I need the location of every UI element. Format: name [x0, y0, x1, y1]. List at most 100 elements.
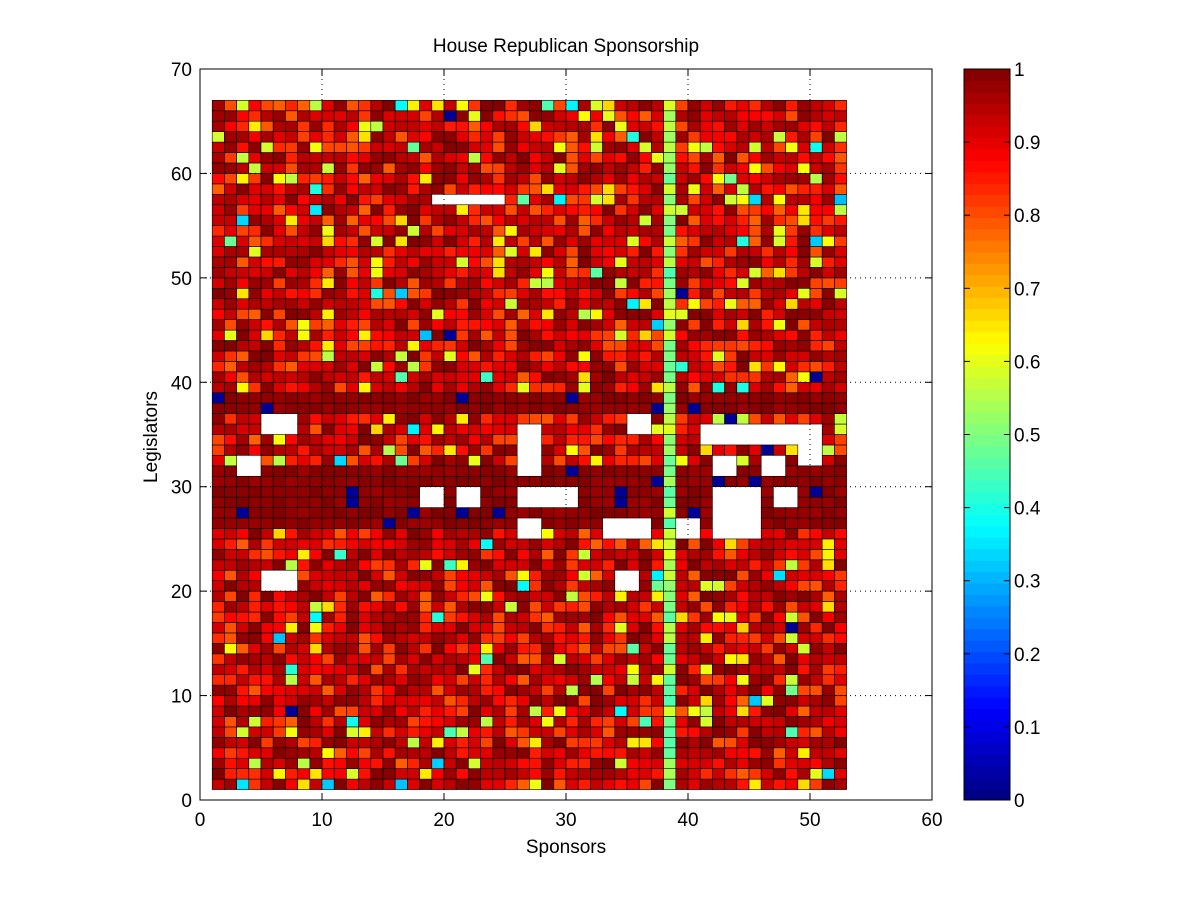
- heatmap-cell: [614, 684, 628, 696]
- heatmap-cell: [638, 361, 652, 373]
- heatmap-cell: [297, 580, 311, 592]
- heatmap-cell: [760, 162, 774, 174]
- heatmap-cell: [492, 287, 506, 300]
- heatmap-cell: [431, 141, 445, 153]
- heatmap-cell: [407, 643, 420, 655]
- heatmap-cell: [236, 298, 250, 310]
- heatmap-cell: [309, 726, 323, 738]
- heatmap-cell: [834, 350, 847, 362]
- heatmap-cell: [760, 726, 774, 738]
- heatmap-cell: [504, 538, 518, 550]
- heatmap-cell: [760, 308, 774, 320]
- heatmap-cell: [382, 705, 396, 717]
- heatmap-cell: [638, 246, 652, 258]
- heatmap-cell: [236, 695, 250, 707]
- heatmap-cell: [285, 204, 298, 216]
- heatmap-cell: [834, 267, 847, 279]
- heatmap-cell: [382, 319, 396, 331]
- heatmap-cell: [785, 141, 799, 153]
- heatmap-cell: [773, 392, 786, 404]
- heatmap-cell: [809, 381, 823, 394]
- heatmap-cell: [248, 423, 262, 435]
- heatmap-cell: [455, 684, 469, 696]
- heatmap-cell: [443, 705, 457, 717]
- heatmap-cell: [675, 256, 689, 268]
- heatmap-cell: [638, 643, 652, 655]
- heatmap-cell: [285, 695, 298, 707]
- heatmap-cell: [492, 549, 506, 561]
- heatmap-cell: [541, 757, 555, 769]
- colorbar-segment: [964, 274, 1010, 287]
- heatmap-cell: [285, 737, 298, 749]
- heatmap-cell: [394, 413, 408, 425]
- heatmap-cell: [443, 423, 457, 435]
- heatmap-cell: [821, 528, 835, 540]
- heatmap-cell: [224, 131, 237, 143]
- heatmap-cell: [797, 726, 811, 738]
- heatmap-cell: [504, 778, 518, 790]
- heatmap-cell: [297, 726, 311, 738]
- heatmap-cell: [285, 141, 298, 153]
- heatmap-cell: [492, 173, 506, 185]
- heatmap-cell: [773, 413, 786, 425]
- heatmap-cell: [541, 340, 555, 352]
- heatmap-cell: [821, 110, 835, 122]
- colorbar-segment: [964, 651, 1010, 664]
- heatmap-cell: [651, 350, 664, 362]
- heatmap-cell: [626, 381, 640, 394]
- heatmap-cell: [321, 590, 335, 602]
- heatmap-cell: [272, 308, 286, 320]
- heatmap-cell: [577, 308, 591, 320]
- heatmap-cell: [492, 308, 506, 320]
- heatmap-cell: [419, 214, 433, 226]
- heatmap-cell: [480, 402, 494, 414]
- heatmap-cell: [504, 528, 518, 540]
- heatmap-cell: [773, 204, 786, 216]
- heatmap-cell: [687, 632, 701, 644]
- heatmap-cell: [785, 580, 799, 592]
- heatmap-cell: [687, 653, 701, 665]
- heatmap-cell: [358, 486, 372, 498]
- heatmap-cell: [346, 590, 359, 602]
- heatmap-cell: [370, 716, 384, 728]
- heatmap-cell: [370, 308, 384, 320]
- heatmap-cell: [712, 632, 725, 644]
- heatmap-cell: [797, 381, 811, 394]
- heatmap-cell: [455, 434, 469, 446]
- heatmap-cell: [492, 110, 506, 122]
- heatmap-cell: [736, 475, 750, 488]
- y-tick-label: 30: [171, 478, 192, 499]
- heatmap-cell: [760, 768, 774, 780]
- heatmap-cell: [724, 371, 738, 383]
- heatmap-cell: [285, 768, 298, 780]
- heatmap-cell: [224, 267, 237, 279]
- heatmap-cell: [577, 486, 591, 498]
- heatmap-cell: [736, 141, 750, 153]
- heatmap-cell: [541, 381, 555, 394]
- heatmap-cell: [785, 507, 799, 519]
- heatmap-cell: [419, 590, 433, 602]
- heatmap-cell: [224, 632, 237, 644]
- heatmap-cell: [785, 622, 799, 634]
- heatmap-cell: [590, 214, 603, 226]
- heatmap-cell: [785, 402, 799, 414]
- heatmap-cell: [248, 611, 262, 623]
- heatmap-cell: [443, 256, 457, 268]
- heatmap-cell: [590, 507, 603, 519]
- heatmap-cell: [687, 350, 701, 362]
- heatmap-cell: [748, 726, 762, 738]
- heatmap-cell: [236, 361, 250, 373]
- heatmap-cell: [370, 674, 384, 686]
- heatmap-cell: [834, 580, 847, 592]
- heatmap-cell: [394, 131, 408, 143]
- heatmap-cell: [358, 496, 372, 508]
- heatmap-cell: [553, 287, 567, 300]
- heatmap-cell: [394, 277, 408, 289]
- heatmap-cell: [821, 737, 835, 749]
- heatmap-cell: [211, 695, 225, 707]
- heatmap-cell: [382, 475, 396, 488]
- heatmap-cell: [821, 726, 835, 738]
- heatmap-cell: [492, 183, 506, 195]
- heatmap-cell: [821, 778, 835, 790]
- heatmap-cell: [590, 569, 603, 582]
